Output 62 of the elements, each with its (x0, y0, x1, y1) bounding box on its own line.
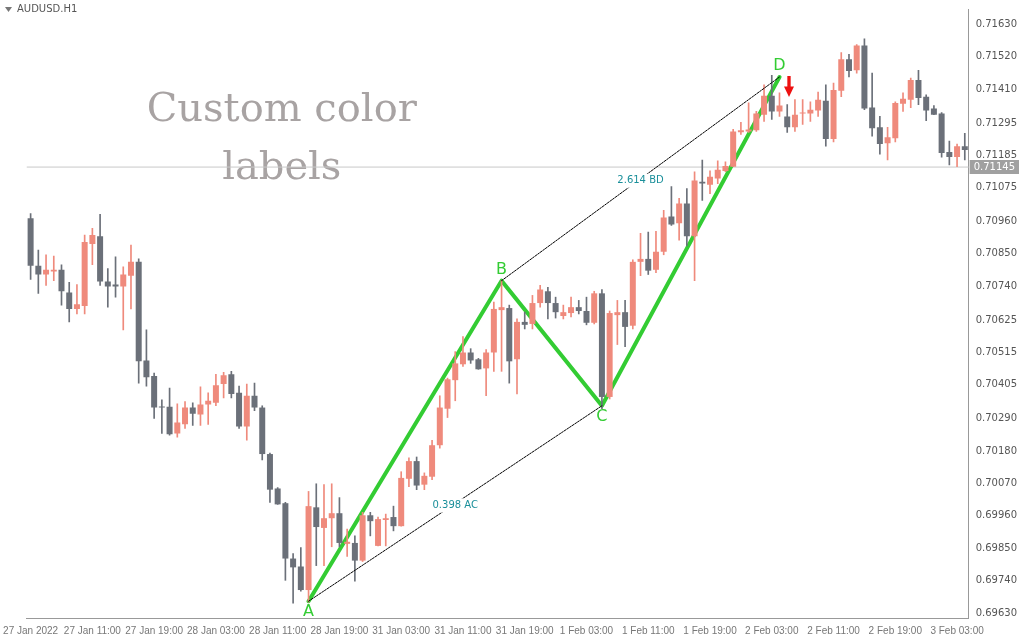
x-tick-label: 2 Feb 11:00 (807, 624, 861, 636)
candlestick (205, 392, 212, 425)
x-tick-label: 2 Feb 03:00 (745, 624, 799, 636)
annotation: Custom color labels (146, 84, 418, 189)
x-tick-label: 27 Jan 2022 (3, 624, 59, 636)
x-tick-label: 1 Feb 19:00 (683, 624, 738, 636)
candlestick (737, 121, 744, 135)
candlestick (158, 399, 165, 434)
x-tick-label: 28 Jan 03:00 (186, 624, 246, 636)
candlestick (127, 244, 134, 310)
y-tick-label: 0.69630 (975, 606, 1018, 618)
x-tick-label: 1 Feb 03:00 (559, 624, 614, 636)
y-tick-label: 0.70625 (975, 313, 1018, 325)
x-tick-label: 31 Jan 11:00 (434, 624, 492, 636)
candlestick (699, 159, 706, 201)
data-label: D (773, 55, 786, 75)
candlestick (290, 553, 297, 604)
series-label: 2.614 BD (617, 174, 665, 186)
candlestick (521, 311, 528, 330)
chart-title: AUDUSD.H1 (17, 3, 78, 14)
x-tick-label: 28 Jan 11:00 (249, 624, 307, 636)
y-tick-label: 0.71410 (975, 82, 1018, 94)
y-tick-label: 0.69740 (975, 574, 1018, 586)
x-tick-label: 3 Feb 03:00 (930, 624, 985, 636)
y-tick-label: 0.70515 (975, 346, 1018, 358)
candlestick (320, 484, 327, 566)
x-tick-label: 2 Feb 19:00 (868, 624, 923, 636)
y-tick-label: 0.70405 (975, 378, 1018, 390)
ref-line-label: 0.71145 (973, 160, 1016, 172)
x-tick-label: 31 Jan 03:00 (372, 624, 431, 636)
candlestick (120, 266, 127, 331)
candlestick (104, 268, 111, 308)
y-tick-label: 0.71630 (975, 17, 1018, 29)
candlestick (313, 483, 320, 566)
data-label: C (596, 405, 608, 425)
candlestick (961, 132, 968, 161)
x-tick-label: 31 Jan 19:00 (495, 624, 555, 636)
candlestick (50, 255, 57, 282)
y-tick-label: 0.70960 (975, 215, 1018, 227)
data-label: A (303, 601, 315, 621)
y-tick-label: 0.71185 (975, 148, 1018, 160)
y-tick-label: 0.70850 (975, 247, 1018, 259)
y-tick-label: 0.71520 (975, 50, 1018, 62)
series-label: 0.398 AC (432, 499, 478, 511)
y-tick-label: 0.71295 (975, 116, 1018, 128)
y-tick-label: 0.69960 (975, 509, 1018, 521)
y-tick-label: 0.70740 (975, 279, 1018, 291)
candlestick (367, 512, 374, 537)
candlestick (73, 284, 80, 315)
y-tick-label: 0.70290 (975, 412, 1018, 424)
y-tick-label: 0.70180 (975, 444, 1018, 456)
candlestick (382, 513, 389, 547)
y-tick-label: 0.69850 (975, 541, 1018, 553)
candlestick (328, 483, 335, 548)
x-tick-label: 27 Jan 11:00 (63, 624, 122, 636)
x-tick-label: 27 Jan 19:00 (125, 624, 184, 636)
data-label: B (496, 258, 508, 278)
x-tick-label: 28 Jan 19:00 (310, 624, 369, 636)
y-tick-label: 0.70070 (975, 477, 1018, 489)
y-tick-label: 0.71075 (975, 181, 1018, 193)
candlestick (344, 528, 351, 557)
x-tick-label: 1 Feb 11:00 (621, 624, 675, 636)
